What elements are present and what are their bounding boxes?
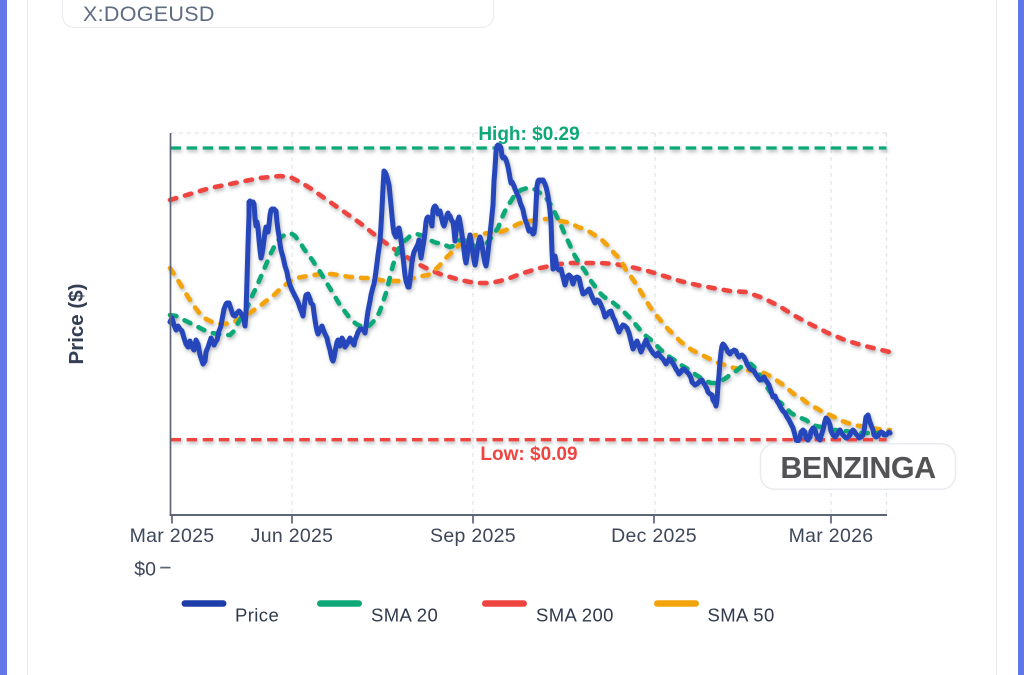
svg-text:Price ($): Price ($) (65, 284, 88, 365)
svg-text:Mar 2026: Mar 2026 (789, 525, 874, 547)
svg-text:BENZINGA: BENZINGA (780, 451, 936, 485)
svg-text:SMA 200: SMA 200 (536, 605, 614, 626)
svg-text:SMA 50: SMA 50 (708, 605, 775, 626)
svg-text:Jun 2025: Jun 2025 (251, 525, 334, 547)
svg-text:$0: $0 (134, 559, 156, 581)
svg-text:SMA 20: SMA 20 (371, 605, 438, 626)
svg-text:High: $0.29: High: $0.29 (478, 124, 579, 145)
svg-text:Low: $0.09: Low: $0.09 (480, 444, 577, 465)
svg-text:Price: Price (235, 605, 279, 626)
svg-text:Mar 2025: Mar 2025 (130, 525, 215, 547)
svg-text:Dec 2025: Dec 2025 (611, 525, 697, 547)
svg-text:Sep 2025: Sep 2025 (430, 525, 516, 547)
